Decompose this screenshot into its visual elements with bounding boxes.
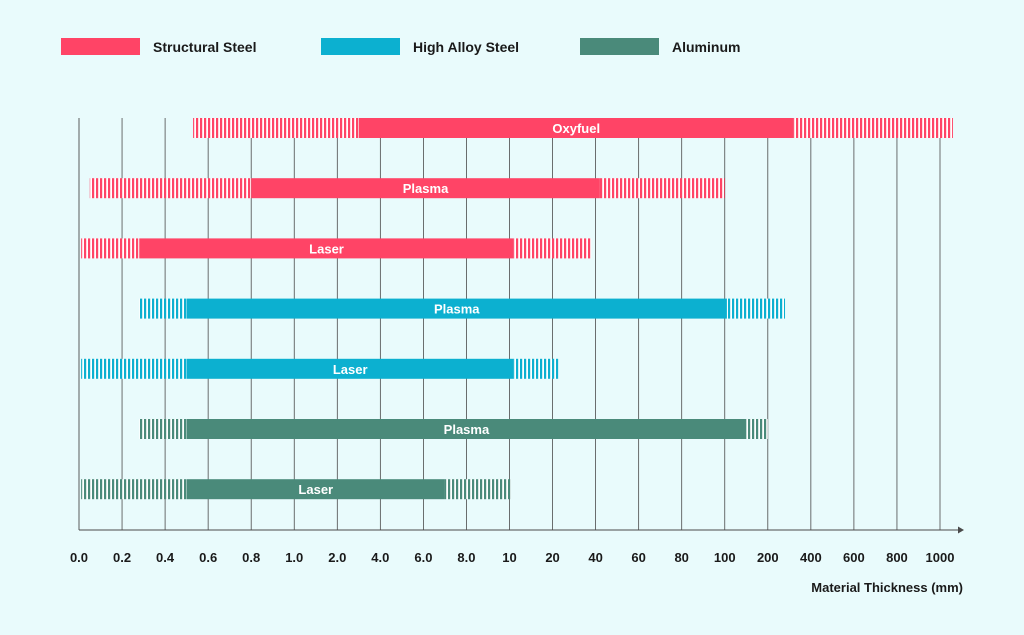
bar-high-alloy-steel-plasma: Plasma [139,298,786,319]
bar-range-left [81,479,187,500]
bar-range-right [513,238,592,259]
bar-range-right [746,419,768,439]
bar-structural-steel-plasma: Plasma [89,178,725,199]
bar-range-left [81,238,140,259]
bar-solid [251,178,600,199]
x-tick-label: 0.0 [70,550,88,565]
bar-solid [186,298,727,319]
legend-label-high-alloy-steel: High Alloy Steel [413,39,519,55]
x-tick-label: 0.2 [113,550,131,565]
legend-item-structural-steel: Structural Steel [61,38,256,55]
bar-range-left [139,419,187,439]
x-tick-label: 1.0 [285,550,303,565]
x-tick-label: 4.0 [371,550,389,565]
bar-range-right [793,118,953,138]
bar-aluminum-laser: Laser [81,479,511,500]
x-tick-label: 100 [714,550,736,565]
bar-label: Plasma [403,181,449,196]
x-tick-label: 8.0 [457,550,475,565]
bar-solid [358,118,794,138]
bar-label: Laser [333,362,368,377]
bar-solid [139,238,514,259]
x-tick-label: 2.0 [328,550,346,565]
x-tick-label: 0.6 [199,550,217,565]
bar-range-left [81,358,187,379]
legend-label-structural-steel: Structural Steel [153,39,256,55]
bars: Oxyfuel Plasma Laser Plasma Laser Plasma Laser [81,118,953,500]
x-tick-label: 200 [757,550,779,565]
bar-range-right [726,298,786,319]
x-tick-label: 1000 [926,550,955,565]
bar-high-alloy-steel-laser: Laser [81,358,560,379]
bar-label: Oxyfuel [552,121,600,136]
x-tick-label: 20 [545,550,559,565]
x-tick-label: 800 [886,550,908,565]
legend-swatch-high-alloy-steel [321,38,400,55]
bar-label: Laser [309,241,344,256]
x-axis-arrow-icon [958,526,964,534]
bar-structural-steel-oxyfuel: Oxyfuel [193,118,953,138]
bar-label: Plasma [434,302,480,317]
x-tick-label: 10 [502,550,516,565]
x-tick-label: 6.0 [414,550,432,565]
bar-range-left [193,118,359,138]
bar-solid [186,479,445,500]
legend-swatch-structural-steel [61,38,140,55]
legend-item-aluminum: Aluminum [580,38,740,55]
x-axis: 0.0 0.2 0.4 0.6 0.8 1.0 2.0 4.0 6.0 8.0 10 20 40 60 80… [70,118,964,595]
legend-label-aluminum: Aluminum [672,39,740,55]
x-tick-label: 0.4 [156,550,175,565]
bar-range-left [89,178,252,199]
x-axis-title: Material Thickness (mm) [811,580,963,595]
legend-swatch-aluminum [580,38,659,55]
bar-solid [186,358,514,379]
bar-solid [186,419,747,439]
x-tick-label: 400 [800,550,822,565]
bar-range-right [513,358,560,379]
bar-range-left [139,298,187,319]
bar-aluminum-plasma: Plasma [139,419,768,439]
bar-structural-steel-laser: Laser [81,238,592,259]
x-tick-label: 600 [843,550,865,565]
x-tick-label: 60 [631,550,645,565]
bar-label: Laser [298,482,333,497]
legend: Structural Steel High Alloy Steel Aluminum [61,38,740,55]
x-tick-label: 40 [588,550,602,565]
bar-label: Plasma [444,422,490,437]
bar-range-right [599,178,725,199]
x-tick-label: 0.8 [242,550,260,565]
bar-range-right [444,479,511,500]
x-tick-label: 80 [674,550,688,565]
legend-item-high-alloy-steel: High Alloy Steel [321,38,519,55]
